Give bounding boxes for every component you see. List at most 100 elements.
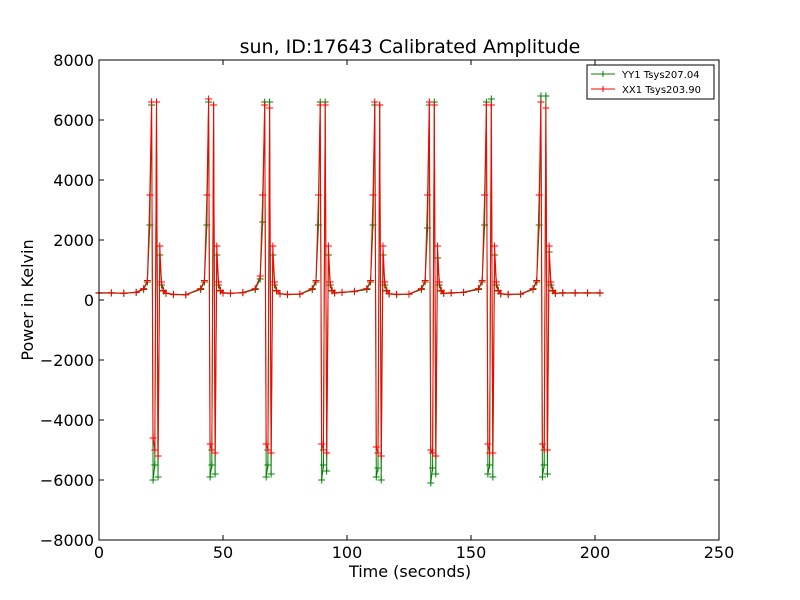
- data-point: [486, 461, 494, 469]
- data-point: [219, 289, 227, 297]
- data-point: [381, 278, 389, 286]
- data-point: [132, 288, 140, 296]
- x-tick-label: 0: [94, 543, 104, 562]
- data-point: [434, 242, 442, 250]
- data-point: [538, 473, 546, 481]
- data-point: [533, 277, 541, 284]
- data-point: [417, 285, 425, 293]
- data-point: [371, 98, 379, 106]
- data-point: [540, 461, 548, 469]
- data-point: [504, 290, 512, 298]
- data-point: [308, 285, 316, 293]
- data-point: [296, 290, 304, 298]
- data-point: [421, 277, 429, 284]
- data-point: [107, 289, 115, 297]
- data-point: [271, 278, 279, 286]
- data-point: [425, 98, 433, 106]
- data-point: [318, 476, 326, 484]
- series-line: [99, 98, 600, 457]
- data-point: [319, 461, 327, 469]
- data-point: [151, 461, 159, 469]
- data-point: [266, 104, 274, 112]
- chart-title: sun, ID:17643 Calibrated Amplitude: [240, 36, 581, 58]
- data-point: [318, 440, 326, 448]
- data-point: [474, 285, 482, 293]
- data-point: [535, 191, 543, 199]
- data-point: [206, 440, 214, 448]
- data-point: [489, 473, 497, 481]
- legend-label-xx1: XX1 Tsys203.90: [622, 85, 701, 96]
- data-point: [323, 449, 331, 457]
- data-point: [492, 278, 500, 286]
- data-point: [350, 287, 358, 295]
- data-point: [497, 290, 505, 298]
- data-point: [149, 434, 157, 442]
- series-layer: [95, 92, 604, 487]
- data-point: [203, 191, 211, 199]
- data-point: [162, 289, 170, 297]
- data-point: [324, 242, 332, 250]
- data-point: [484, 470, 492, 478]
- data-point: [251, 285, 259, 293]
- data-point: [156, 242, 164, 250]
- y-tick-label: 4000: [53, 171, 94, 190]
- data-point: [264, 461, 272, 469]
- data-point: [405, 290, 413, 298]
- data-point: [487, 95, 495, 103]
- x-tick-label: 200: [580, 543, 611, 562]
- data-point: [489, 449, 497, 457]
- legend-box: [586, 64, 715, 100]
- y-tick-label: 2000: [53, 231, 94, 250]
- data-point: [429, 449, 437, 457]
- data-point: [154, 452, 162, 460]
- data-point: [547, 278, 555, 286]
- data-point: [262, 440, 270, 448]
- legend-marker-yy1: [600, 71, 606, 77]
- data-point: [571, 289, 579, 297]
- data-point: [140, 285, 148, 293]
- data-point: [273, 286, 281, 294]
- data-point: [267, 470, 275, 478]
- data-point: [478, 277, 486, 284]
- y-tick-label: −8000: [40, 531, 94, 550]
- legend-marker-xx1: [600, 86, 606, 92]
- data-point: [440, 289, 448, 297]
- x-tick-label: 50: [213, 543, 233, 562]
- data-point: [208, 461, 216, 469]
- data-point: [379, 242, 387, 250]
- data-point: [331, 289, 339, 297]
- data-point: [259, 191, 267, 199]
- data-point: [266, 98, 274, 106]
- data-point: [427, 479, 435, 487]
- data-point: [393, 290, 401, 298]
- data-point: [369, 191, 377, 199]
- data-point: [596, 289, 604, 297]
- data-point: [430, 101, 438, 109]
- data-point: [542, 104, 550, 112]
- data-point: [435, 278, 443, 286]
- data-point: [427, 446, 435, 454]
- data-point: [149, 476, 157, 484]
- data-point: [211, 449, 219, 457]
- data-point: [374, 464, 382, 472]
- data-point: [269, 242, 277, 250]
- data-point: [447, 289, 455, 297]
- data-point: [157, 278, 165, 286]
- data-point: [537, 98, 545, 106]
- data-point: [169, 290, 177, 298]
- legend-label-yy1: YY1 Tsys207.04: [621, 70, 700, 81]
- data-point: [267, 449, 275, 457]
- data-point: [432, 452, 440, 460]
- data-point: [372, 473, 380, 481]
- data-point: [321, 101, 329, 109]
- data-point: [319, 446, 327, 454]
- plot-background: [99, 60, 719, 540]
- data-point: [363, 285, 371, 293]
- data-point: [213, 242, 221, 250]
- data-point: [491, 242, 499, 250]
- data-point: [376, 101, 384, 109]
- data-point: [182, 291, 190, 299]
- data-point: [517, 290, 525, 298]
- data-point: [487, 101, 495, 109]
- data-point: [208, 446, 216, 454]
